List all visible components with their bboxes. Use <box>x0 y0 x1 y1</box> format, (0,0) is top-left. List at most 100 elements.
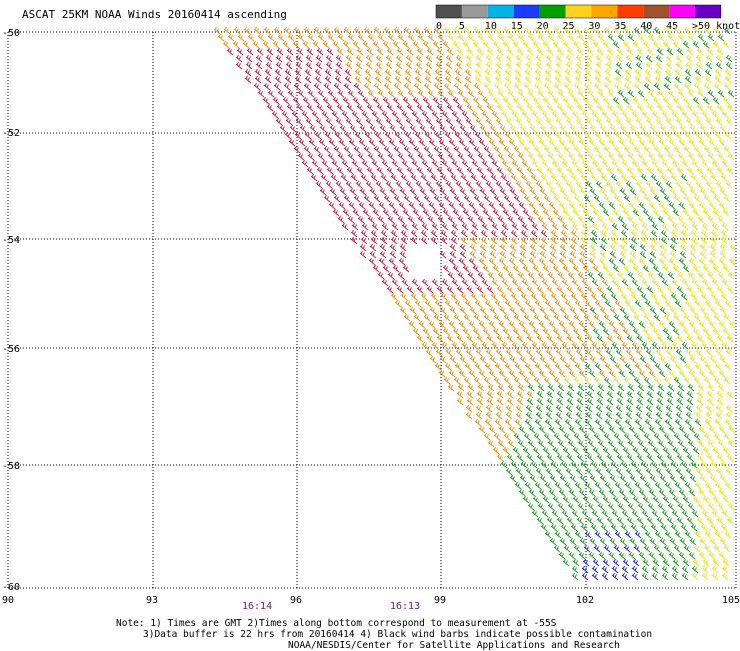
wind-barb <box>425 180 433 189</box>
wind-barb <box>252 40 260 49</box>
wind-barb <box>547 271 555 280</box>
wind-barb <box>589 306 597 315</box>
wind-barb <box>638 138 646 147</box>
wind-barb <box>447 152 455 161</box>
wind-barb <box>656 453 664 462</box>
wind-barb <box>544 530 552 539</box>
wind-barb <box>573 544 581 553</box>
wind-barb <box>604 299 612 308</box>
wind-barb <box>662 327 670 336</box>
wind-barb <box>470 173 478 182</box>
wind-barb <box>447 89 455 98</box>
wind-barb <box>640 173 648 182</box>
wind-barb <box>475 54 483 63</box>
wind-barb <box>635 180 643 189</box>
wind-barb <box>662 558 670 567</box>
wind-barb <box>459 250 467 259</box>
wind-barb <box>635 467 643 476</box>
wind-barb <box>479 243 487 252</box>
wind-barb <box>359 187 367 196</box>
wind-barb <box>694 68 702 77</box>
wind-barb <box>677 33 685 42</box>
wind-barb <box>613 313 621 322</box>
wind-barb <box>579 306 587 315</box>
wind-barb <box>435 180 443 189</box>
wind-barb <box>348 138 356 147</box>
wind-barb <box>708 257 716 266</box>
wind-barb <box>425 117 433 126</box>
wind-barb <box>368 257 376 266</box>
wind-barb <box>714 362 722 371</box>
wind-barb <box>645 411 653 420</box>
wind-barb <box>371 222 379 231</box>
wind-barb <box>387 215 395 224</box>
wind-barb <box>381 278 389 287</box>
wind-barb <box>629 187 637 196</box>
wind-barb <box>642 327 650 336</box>
wind-barb <box>710 173 718 182</box>
wind-barb <box>684 362 692 371</box>
wind-barb <box>606 516 614 525</box>
wind-barb <box>551 341 559 350</box>
wind-barb <box>532 208 540 217</box>
wind-barb <box>233 26 241 35</box>
wind-barb <box>713 82 721 91</box>
wind-barb <box>619 243 627 252</box>
wind-barb <box>702 558 710 567</box>
wind-barb <box>235 61 243 70</box>
wind-barb <box>681 110 689 119</box>
wind-barb <box>463 26 471 35</box>
wind-barb <box>573 82 581 91</box>
wind-barb <box>457 271 465 280</box>
wind-barb <box>332 96 340 105</box>
wind-barb <box>728 320 736 329</box>
wind-barb <box>555 348 563 357</box>
wind-barb <box>553 544 561 553</box>
wind-barb <box>515 180 523 189</box>
wind-barb <box>643 313 651 322</box>
wind-barb <box>638 320 646 329</box>
wind-barb <box>593 145 601 154</box>
wind-barb <box>624 362 632 371</box>
wind-barb <box>563 544 571 553</box>
wind-barb <box>665 180 673 189</box>
wind-barb <box>341 222 349 231</box>
wind-barb <box>531 341 539 350</box>
wind-barb <box>462 40 470 49</box>
wind-barb <box>588 425 596 434</box>
wind-barb <box>378 138 386 147</box>
wind-barb <box>544 418 552 427</box>
wind-barb <box>453 145 461 154</box>
wind-barb <box>383 194 391 203</box>
wind-barb <box>629 250 637 259</box>
wind-barb <box>455 61 463 70</box>
wind-barb <box>431 222 439 231</box>
wind-barb <box>712 495 720 504</box>
wind-barb <box>555 467 563 476</box>
wind-barb <box>362 40 370 49</box>
wind-barb <box>501 110 509 119</box>
wind-barb <box>304 68 312 77</box>
wind-barb <box>471 222 479 231</box>
wind-barb <box>639 243 647 252</box>
lat-label-52: -52 <box>2 128 20 139</box>
wind-barb <box>637 89 645 98</box>
wind-barb <box>296 47 304 56</box>
wind-barb <box>597 271 605 280</box>
legend-swatch <box>695 5 721 18</box>
wind-barb <box>666 397 674 406</box>
wind-barb <box>535 348 543 357</box>
wind-barb <box>533 82 541 91</box>
wind-barb <box>703 432 711 441</box>
wind-barb <box>582 96 590 105</box>
wind-barb <box>534 362 542 371</box>
wind-barb <box>322 40 330 49</box>
wind-barb <box>382 264 390 273</box>
wind-barb <box>629 474 637 483</box>
wind-barb <box>618 257 626 266</box>
wind-barb <box>502 40 510 49</box>
wind-barb <box>505 411 513 420</box>
wind-barb <box>301 110 309 119</box>
wind-barb <box>459 355 467 364</box>
wind-barb <box>265 61 273 70</box>
